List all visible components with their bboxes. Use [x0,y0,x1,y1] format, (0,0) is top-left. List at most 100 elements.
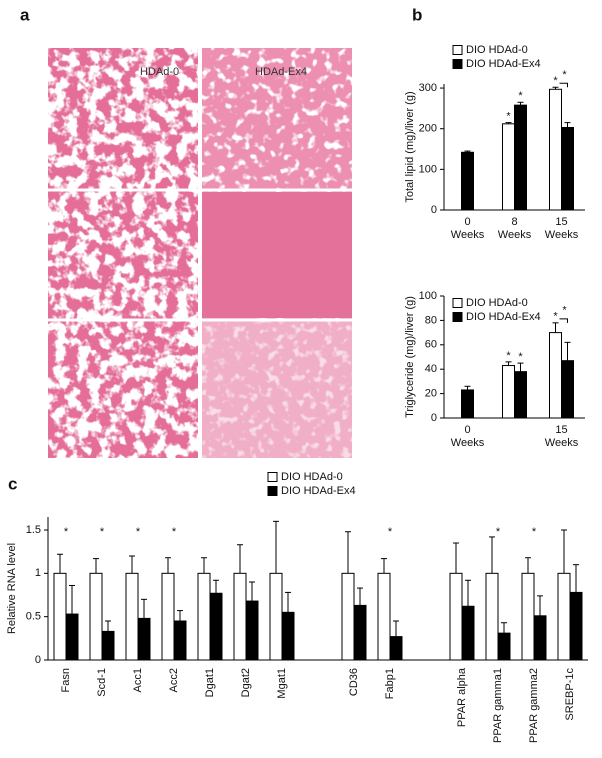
y-tick-label: 100 [419,290,437,302]
x-tick-label: Dgat2 [240,668,252,697]
bar [161,572,175,661]
micrograph [202,320,352,458]
legend-label: DIO HDAd-Ex4 [281,485,356,497]
bar [557,572,571,661]
y-axis-label: Relative RNA level [6,543,18,634]
bar [461,151,474,211]
bar [341,572,355,661]
x-tick-label: Fabp1 [384,668,396,699]
bar [101,630,115,661]
micrograph [202,192,352,318]
bar [173,620,187,661]
bracket [559,82,568,88]
y-tick-label: 1.5 [26,524,41,536]
bar [137,617,151,661]
y-tick-label: 100 [419,163,437,175]
significance-marker: * [532,526,537,538]
x-tick-label: 0 Weeks [451,424,485,449]
bar [533,615,547,661]
significance-marker: * [506,111,511,123]
bar [569,591,583,661]
x-tick-label: 15 Weeks [545,424,579,449]
image-label: HDAd-Ex4 [255,66,307,78]
x-tick-label: Fasn [60,668,72,692]
bar [514,104,527,211]
y-tick-label: 300 [419,82,437,94]
legend-label: DIO HDAd-Ex4 [466,58,541,70]
bar [125,572,139,661]
y-tick-label: 60 [425,339,437,351]
x-tick-label: 15 Weeks [545,216,579,241]
bar [497,632,511,661]
panel-label: c [8,474,17,493]
significance-marker: * [136,526,141,538]
bar [245,600,259,661]
legend-swatch [267,472,278,482]
legend-swatch [267,486,278,496]
x-tick-label: Mgat1 [276,668,288,699]
significance-marker: * [553,75,558,87]
micrograph-texture [48,48,198,458]
x-tick-label: Dgat1 [204,668,216,697]
y-tick-label: 40 [425,363,437,375]
bar [514,371,527,419]
bar [461,605,475,661]
panel-label: a [20,5,30,24]
bar [485,572,499,661]
bar [233,572,247,661]
bar [549,88,562,211]
bracket [559,318,568,323]
bar [389,636,403,661]
y-tick-label: 200 [419,123,437,135]
y-axis-label: Triglyceride (mg)/liver (g) [404,296,416,418]
legend-label: DIO HDAd-0 [466,44,528,56]
bar [353,604,367,661]
bar [89,572,103,661]
bar [521,572,535,661]
x-tick-label: 8 Weeks [498,216,532,241]
legend-label: DIO HDAd-0 [281,471,343,483]
significance-marker: * [64,526,69,538]
bar [549,332,562,419]
bar [377,572,391,661]
significance-marker: * [518,351,523,363]
x-tick-label: SREBP-1c [564,668,576,721]
bar [53,572,67,661]
significance-marker: * [518,90,523,102]
significance-marker: * [506,350,511,362]
bracket-label: * [562,305,567,317]
y-tick-label: 80 [425,314,437,326]
y-axis-label: Total lipid (mg)/liver (g) [404,91,416,202]
x-tick-label: Acc2 [168,668,180,692]
bar [461,389,474,419]
significance-marker: * [553,311,558,323]
x-tick-label: PPAR gamma1 [492,668,504,743]
y-tick-label: 0 [35,654,41,666]
bar [65,613,79,661]
x-tick-label: CD36 [348,668,360,696]
bar [449,572,463,661]
y-tick-label: 1 [35,567,41,579]
legend-label: DIO HDAd-Ex4 [466,311,541,323]
significance-marker: * [388,526,393,538]
y-tick-label: 0 [431,204,437,216]
bar [502,123,515,211]
y-tick-label: 0 [431,412,437,424]
legend-swatch [452,298,463,308]
bar [209,592,223,661]
legend-swatch [452,312,463,322]
panel-label: b [412,5,422,24]
bar [197,572,211,661]
x-tick-label: Scd-1 [96,668,108,697]
bar [281,611,295,661]
significance-marker: * [496,526,501,538]
significance-marker: * [100,526,105,538]
significance-marker: * [172,526,177,538]
micrographs: HDAd-0 HDAd-Ex4 [48,48,352,458]
x-tick-label: PPAR gamma2 [528,668,540,743]
x-tick-label: PPAR alpha [456,667,468,727]
x-tick-label: 0 Weeks [451,216,485,241]
